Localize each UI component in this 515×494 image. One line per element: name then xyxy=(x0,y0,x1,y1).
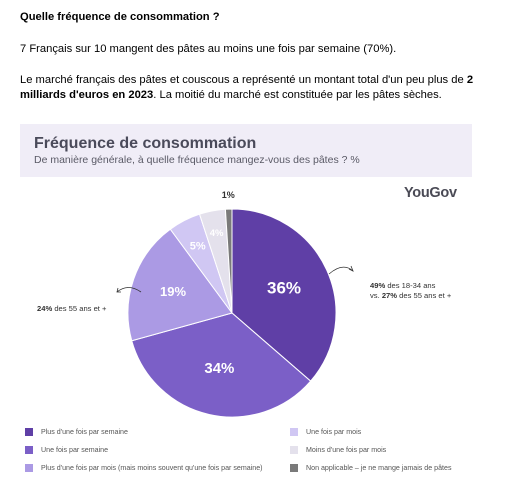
legend-swatch xyxy=(25,464,33,472)
chart-header: Fréquence de consommation De manière gén… xyxy=(20,124,472,177)
legend-swatch xyxy=(290,464,298,472)
pie-labels: 36% 34% 19% 5% 4% 1% xyxy=(160,190,301,377)
annotation-left-value: 24% xyxy=(37,304,53,313)
annotation-left: 24% des 55 ans et + xyxy=(37,304,106,314)
legend-item-6: Non applicable – je ne mange jamais de p… xyxy=(290,464,452,472)
legend-label: Une fois par mois xyxy=(306,428,362,436)
annotation-left-text: des 55 ans et + xyxy=(52,304,107,313)
annotation-right-line-2: vs. 27% des 55 ans et + xyxy=(370,291,451,301)
right-callout-arrow xyxy=(328,266,354,275)
intro-p2-part-a: Le marché français des pâtes et couscous… xyxy=(20,74,467,86)
legend-swatch xyxy=(25,428,33,436)
legend-label: Plus d'une fois par mois (mais moins sou… xyxy=(41,464,263,472)
pie-slices xyxy=(127,208,337,418)
pie-label-4: 5% xyxy=(190,240,206,252)
annotation-right-value-1: 49% xyxy=(370,281,386,290)
yougov-logo: YouGov xyxy=(404,185,457,201)
intro-p2-bold: 2 milliards d'euros en 2023 xyxy=(20,74,474,101)
annotation-right-text-2: des 55 ans et + xyxy=(397,291,452,300)
left-callout-arrow xyxy=(116,287,142,293)
pie-slice-2 xyxy=(131,312,312,418)
callout-arrows xyxy=(116,265,354,293)
pie-label-2: 34% xyxy=(204,360,234,377)
pie-chart: 36% 34% 19% 5% 4% 1% xyxy=(116,190,354,418)
legend-label: Non applicable – je ne mange jamais de p… xyxy=(306,464,452,472)
pie-label-3: 19% xyxy=(160,284,186,299)
intro-heading: Quelle fréquence de consommation ? xyxy=(20,11,220,23)
right-callout-arrowhead xyxy=(348,265,354,272)
intro-paragraph-2: Le marché français des pâtes et couscous… xyxy=(20,73,498,103)
legend-swatch xyxy=(25,446,33,454)
pie-label-1: 36% xyxy=(267,279,301,298)
pie-slice-1 xyxy=(231,208,337,382)
intro-p2-part-c: . La moitié du marché est constituée par… xyxy=(153,89,442,101)
left-callout-arrowhead xyxy=(116,287,121,293)
annotation-right-line-1: 49% des 18-34 ans xyxy=(370,281,451,291)
pie-slice-3 xyxy=(127,228,233,342)
legend-label: Moins d'une fois par mois xyxy=(306,446,387,454)
legend-swatch xyxy=(290,428,298,436)
intro-paragraph-1: 7 Français sur 10 mangent des pâtes au m… xyxy=(20,43,397,55)
pie-slice-6 xyxy=(224,208,233,314)
pie-label-6: 1% xyxy=(222,190,235,200)
legend-item-4: Une fois par mois xyxy=(290,428,361,436)
legend-item-1: Plus d'une fois par semaine xyxy=(25,428,128,436)
annotation-right: 49% des 18-34 ans vs. 27% des 55 ans et … xyxy=(370,281,451,301)
legend-item-2: Une fois par semaine xyxy=(25,446,108,454)
legend-swatch xyxy=(290,446,298,454)
legend-label: Une fois par semaine xyxy=(41,446,109,454)
chart-legend: Plus d'une fois par semaine Une fois par … xyxy=(25,428,495,478)
annotation-right-text-1: des 18-34 ans xyxy=(385,281,436,290)
legend-label: Plus d'une fois par semaine xyxy=(41,428,128,436)
annotation-right-value-2: 27% xyxy=(381,291,398,300)
pie-label-5: 4% xyxy=(210,228,224,239)
legend-item-3: Plus d'une fois par mois (mais moins sou… xyxy=(25,464,263,472)
chart-title: Fréquence de consommation xyxy=(34,135,257,152)
annotation-right-prefix: vs. xyxy=(370,291,382,300)
chart-subtitle: De manière générale, à quelle fréquence … xyxy=(34,154,360,166)
legend-item-5: Moins d'une fois par mois xyxy=(290,446,386,454)
